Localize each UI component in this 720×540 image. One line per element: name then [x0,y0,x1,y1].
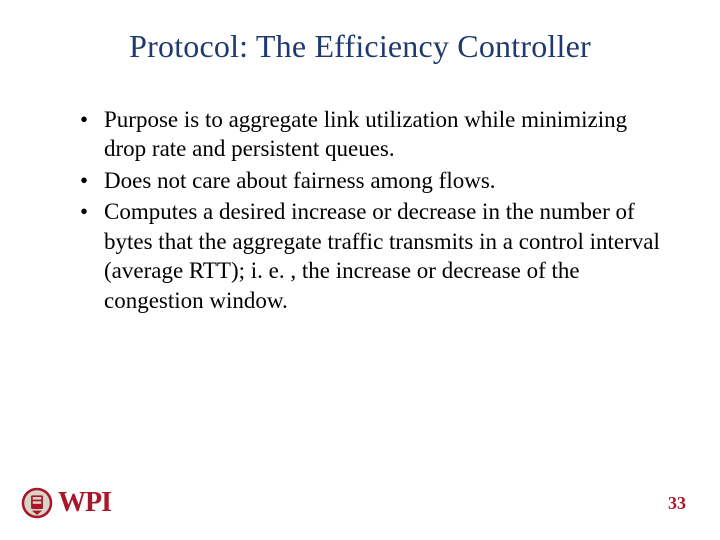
slide-title: Protocol: The Efficiency Controller [50,28,670,65]
bullet-list: Purpose is to aggregate link utilization… [50,105,670,315]
wpi-seal-icon [20,486,54,520]
bullet-item: Purpose is to aggregate link utilization… [80,105,670,164]
bullet-item: Does not care about fairness among flows… [80,166,670,195]
wpi-logo-text: WPI [58,487,111,519]
page-number: 33 [668,493,686,514]
wpi-logo: WPI [20,486,111,520]
slide-footer: WPI 33 [0,476,720,520]
bullet-item: Computes a desired increase or decrease … [80,197,670,315]
slide: Protocol: The Efficiency Controller Purp… [0,0,720,540]
